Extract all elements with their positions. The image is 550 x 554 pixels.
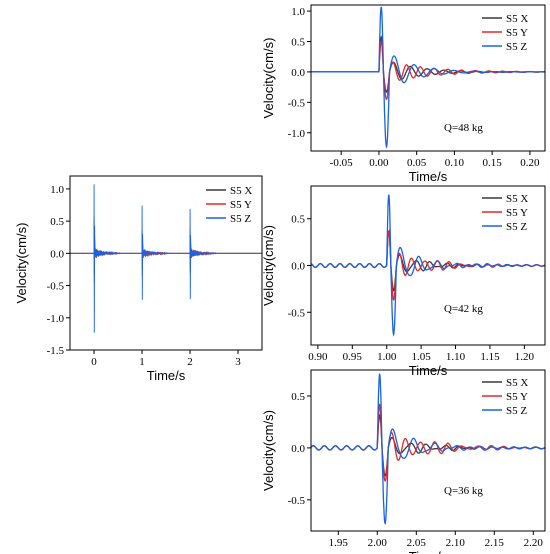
x-axis-label: Time/s — [147, 368, 186, 383]
y-tick-label: -1.0 — [288, 128, 306, 140]
x-tick-label: 2.10 — [446, 537, 466, 549]
y-tick-label: 0.5 — [291, 214, 305, 226]
x-tick-label: 1.05 — [411, 351, 431, 363]
x-axis-label: Time/s — [409, 549, 448, 554]
y-tick-label: -0.5 — [288, 495, 306, 507]
legend-label: S5 Z — [506, 405, 527, 417]
legend: S5 X S5 Y S5 Z — [206, 185, 252, 225]
x-tick-label: 0.20 — [520, 157, 540, 169]
y-tick-label: -0.5 — [47, 281, 65, 293]
y-axis-label: Velocity(cm/s) — [261, 410, 276, 491]
y-axis-label: Velocity(cm/s) — [14, 223, 29, 304]
y-tick-label: 1.0 — [50, 184, 64, 196]
y-tick-label: 0.5 — [50, 216, 64, 228]
x-axis-label: Time/s — [409, 169, 448, 184]
legend: S5 X S5 Y S5 Z — [482, 377, 528, 417]
x-tick-label: -0.05 — [330, 157, 353, 169]
y-tick-label: 0.5 — [291, 391, 305, 403]
x-tick-label: 1.00 — [377, 351, 397, 363]
x-tick-label: 0.00 — [369, 157, 389, 169]
series-line-s5-z — [311, 6, 545, 149]
x-tick-label: 0.95 — [343, 351, 363, 363]
x-tick-label: 0.10 — [445, 157, 465, 169]
charge-annotation: Q=42 kg — [444, 303, 483, 315]
legend-label: S5 Y — [506, 27, 528, 39]
legend-label: S5 Y — [506, 391, 528, 403]
plot-frame — [310, 4, 546, 152]
plot-frame — [310, 369, 546, 532]
y-tick-label: 0.0 — [291, 67, 305, 79]
y-tick-label: 0.0 — [50, 248, 64, 260]
y-tick-label: -1.5 — [47, 345, 65, 357]
x-tick-label: 1.10 — [446, 351, 466, 363]
y-tick-label: 0.0 — [291, 443, 305, 455]
legend: S5 X S5 Y S5 Z — [482, 193, 528, 233]
y-axis-label: Velocity(cm/s) — [261, 38, 276, 119]
chart-panel-q42: 0.90 0.95 1.00 1.05 1.10 1.15 1.20-0.50.00.5Ti… — [261, 185, 546, 378]
legend-label: S5 Z — [230, 213, 251, 225]
legend: S5 X S5 Y S5 Z — [482, 13, 528, 53]
y-tick-label: -1.0 — [47, 313, 65, 325]
plot-area — [70, 184, 262, 333]
legend-label: S5 X — [506, 13, 528, 25]
series-line-s5-z — [70, 184, 262, 333]
y-tick-label: -0.5 — [288, 307, 306, 319]
x-tick-label: 1.20 — [515, 351, 535, 363]
x-tick-label: 0.90 — [308, 351, 328, 363]
series-line-s5-z — [311, 372, 545, 525]
y-axis-label: Velocity(cm/s) — [261, 225, 276, 306]
series-line-s5-x — [70, 216, 262, 275]
plot-frame — [69, 175, 263, 351]
plot-area — [311, 6, 545, 149]
chart-panel-overview: 0 1 2 3 -1.5 -1.0 -0.5 0.0 0.5 1.0 Time/s Velocity(… — [14, 175, 263, 383]
x-tick-label: 0.15 — [483, 157, 503, 169]
x-tick-label: 2.00 — [368, 537, 388, 549]
y-tick-label: 1.0 — [291, 6, 305, 18]
x-tick-label: 1 — [139, 356, 145, 368]
plot-area — [311, 194, 545, 337]
series-line-s5-x — [311, 229, 545, 292]
x-tick-label: 3 — [235, 356, 241, 368]
legend-label: S5 Y — [230, 199, 252, 211]
y-tick-label: -0.5 — [288, 97, 306, 109]
legend-label: S5 Z — [506, 41, 527, 53]
x-tick-label: 2.20 — [524, 537, 544, 549]
x-tick-label: 1.15 — [480, 351, 500, 363]
legend-label: S5 X — [506, 377, 528, 389]
charge-annotation: Q=48 kg — [444, 122, 483, 134]
chart-panel-q36: 1.95 2.00 2.05 2.10 2.15 2.20 -0.5 0.0 0.5 Time/s… — [261, 369, 546, 554]
x-tick-label: 2.05 — [407, 537, 427, 549]
charge-annotation: Q=36 kg — [444, 485, 483, 497]
plot-area — [311, 372, 545, 525]
y-tick-label: 0.0 — [291, 261, 305, 273]
legend-label: S5 X — [506, 193, 528, 205]
legend-label: S5 Y — [506, 207, 528, 219]
series-line-s5-z — [311, 194, 545, 337]
x-tick-label: 2.15 — [485, 537, 505, 549]
x-tick-label: 1.95 — [329, 537, 349, 549]
chart-panel-q48: -0.05 0.00 0.05 0.10 0.15 0.20 -1.0 -0.5 0.0 0.5 1… — [261, 4, 546, 184]
y-tick-label: 0.5 — [291, 37, 305, 49]
x-tick-label: 0.05 — [407, 157, 427, 169]
x-tick-label: 0 — [91, 356, 97, 368]
x-tick-label: 2 — [187, 356, 193, 368]
legend-label: S5 X — [230, 185, 252, 197]
legend-label: S5 Z — [506, 221, 527, 233]
